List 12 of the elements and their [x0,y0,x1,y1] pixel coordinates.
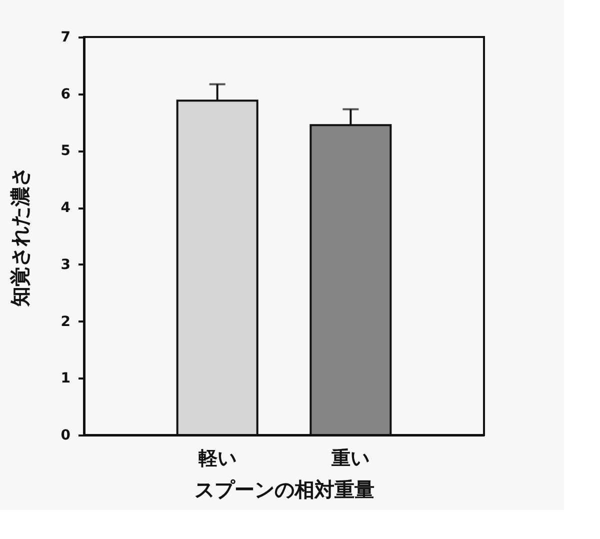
x-axis-title: スプーンの相対重量 [194,478,374,502]
y-tick-label: 2 [60,314,70,330]
x-tick-label: 重い [330,448,370,470]
y-tick-label: 0 [60,428,71,444]
y-tick-label: 6 [60,86,70,102]
y-axis-title: 知覚された濃さ [8,166,32,308]
y-tick-label: 4 [60,200,71,216]
y-tick-label: 5 [60,143,70,160]
y-tick-label: 7 [60,30,70,46]
x-tick-label: 軽い [197,448,236,470]
y-tick-label: 1 [60,370,70,387]
y-tick-label: 3 [60,256,70,273]
